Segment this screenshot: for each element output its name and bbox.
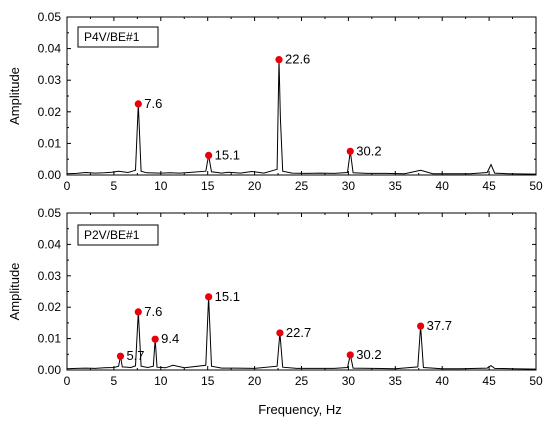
x-tick-label: 25 xyxy=(295,179,309,193)
y-tick-label: 0.03 xyxy=(38,73,62,87)
peak-marker xyxy=(346,351,354,359)
x-tick-label: 35 xyxy=(389,179,403,193)
panel-p2v-be1: 0 5 10 15 20 25 30 35 40 45 50 0.00 0.01 0.02 0.03 0.04… xyxy=(7,206,543,388)
peak-marker xyxy=(134,100,142,108)
x-tick-label: 15 xyxy=(201,374,215,388)
legend-label: P2V/BE#1 xyxy=(84,228,140,242)
y-tick-label: 0.00 xyxy=(38,168,62,182)
x-tick-label: 0 xyxy=(64,179,71,193)
y-tick-label: 0.01 xyxy=(38,332,62,346)
x-tick-label: 45 xyxy=(482,374,496,388)
x-tick-label: 50 xyxy=(529,179,543,193)
x-tick-label: 20 xyxy=(248,179,262,193)
y-tick-label: 0.05 xyxy=(38,206,62,220)
spectrum-line xyxy=(66,59,537,175)
peak-marker xyxy=(116,352,125,360)
peak-marker xyxy=(275,56,283,64)
y-tick-label: 0.01 xyxy=(38,136,62,150)
peak-label: 30.2 xyxy=(356,143,381,158)
y-tick-label: 0.02 xyxy=(38,105,62,119)
legend-label: P4V/BE#1 xyxy=(84,30,140,44)
peak-label: 15.1 xyxy=(215,147,240,162)
x-tick-label: 10 xyxy=(154,179,168,193)
x-tick-label: 5 xyxy=(111,179,118,193)
x-tick-label: 40 xyxy=(436,179,450,193)
peak-marker xyxy=(205,151,213,160)
y-tick-label: 0.04 xyxy=(38,237,62,251)
peak-label: 9.4 xyxy=(161,331,179,346)
y-tick-label: 0.03 xyxy=(38,269,62,283)
peak-label: 37.7 xyxy=(427,318,452,333)
x-tick-label: 45 xyxy=(482,179,496,193)
x-tick-label: 30 xyxy=(342,374,356,388)
peak-label: 5.7 xyxy=(126,348,144,363)
panel-p4v-be1: 0 5 10 15 20 25 30 35 40 45 50 0.00 0.01 0.02 0.03 0.04… xyxy=(7,10,543,193)
x-tick-label: 30 xyxy=(342,179,356,193)
peak-marker xyxy=(134,308,142,316)
peak-marker xyxy=(205,293,213,301)
peak-label: 22.7 xyxy=(286,325,311,340)
x-tick-label: 5 xyxy=(111,374,118,388)
x-tick-label: 20 xyxy=(248,374,262,388)
x-tick-label: 35 xyxy=(389,374,403,388)
x-tick-label: 50 xyxy=(529,374,543,388)
y-tick-label: 0.04 xyxy=(38,42,62,56)
x-tick-label: 25 xyxy=(295,374,309,388)
peak-marker xyxy=(346,147,354,155)
peak-label: 7.6 xyxy=(144,304,162,319)
legend-box xyxy=(77,26,159,48)
y-tick-label: 0.02 xyxy=(38,300,62,314)
peak-marker xyxy=(151,335,159,343)
y-axis-title: Amplitude xyxy=(7,263,22,321)
y-tick-label: 0.00 xyxy=(38,363,62,377)
peak-marker xyxy=(417,322,425,330)
peak-label: 22.6 xyxy=(285,52,310,67)
x-tick-label: 15 xyxy=(201,179,215,193)
spectrum-line xyxy=(66,296,537,370)
legend-box xyxy=(77,224,159,246)
peak-label: 15.1 xyxy=(215,289,240,304)
peak-marker xyxy=(276,329,284,337)
x-tick-label: 40 xyxy=(436,374,450,388)
x-tick-label: 10 xyxy=(154,374,168,388)
peak-label: 7.6 xyxy=(144,96,162,111)
x-axis-title: Frequency, Hz xyxy=(258,402,342,417)
peak-label: 30.2 xyxy=(356,347,381,362)
x-tick-label: 0 xyxy=(64,374,71,388)
y-tick-label: 0.05 xyxy=(38,10,62,24)
y-axis-title: Amplitude xyxy=(7,67,22,125)
